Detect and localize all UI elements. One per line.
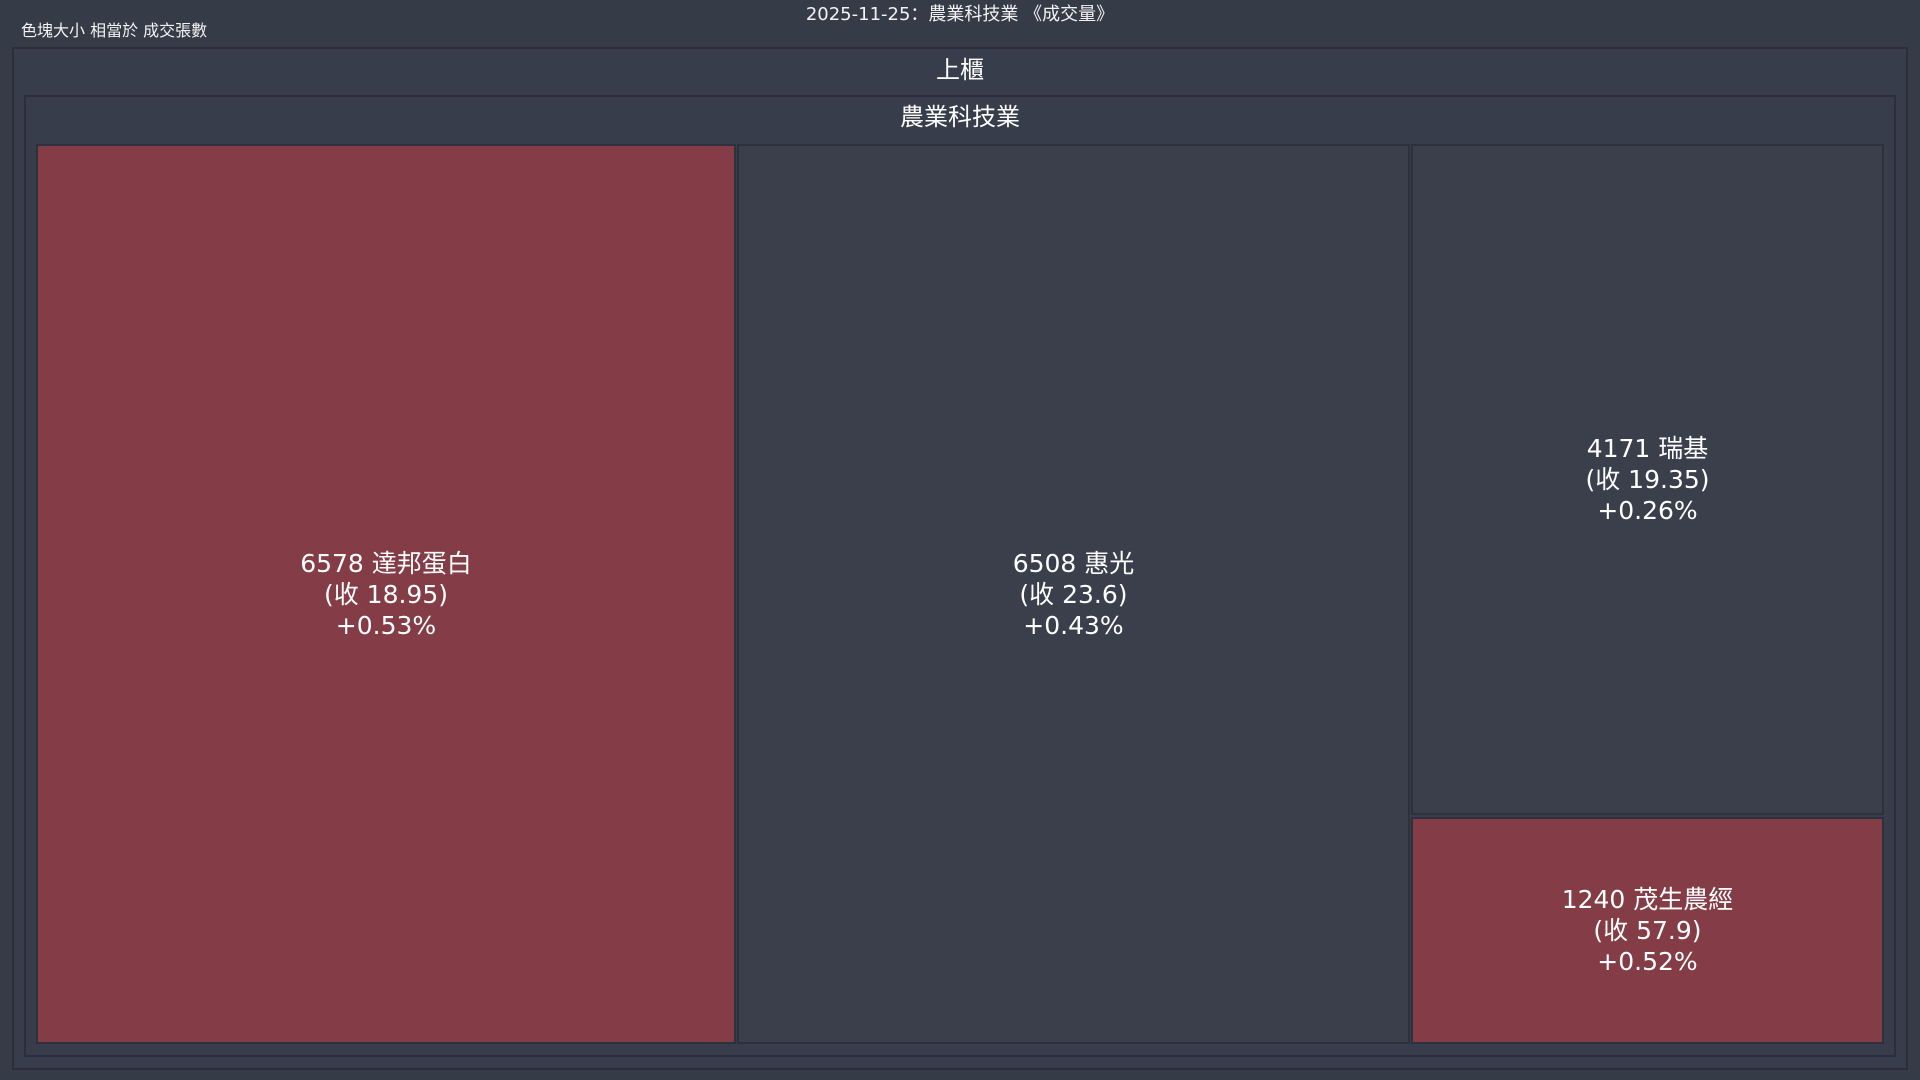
tile-name: 6508 惠光 bbox=[1012, 548, 1135, 578]
market-group-label: 上櫃 bbox=[936, 56, 984, 84]
tile-label-4171: 4171 瑞基 (收 19.35) +0.26% bbox=[1585, 433, 1709, 526]
treemap-tile-4171[interactable]: 4171 瑞基 (收 19.35) +0.26% bbox=[1411, 144, 1884, 815]
tile-close: (收 57.9) bbox=[1593, 916, 1702, 945]
tile-name: 4171 瑞基 bbox=[1586, 434, 1709, 463]
tile-change: +0.43% bbox=[1023, 610, 1124, 640]
tile-change: +0.53% bbox=[335, 610, 437, 640]
tile-name: 1240 茂生農經 bbox=[1561, 885, 1734, 914]
chart-title: 2025-11-25：農業科技業 《成交量》 bbox=[805, 4, 1115, 25]
tile-label-6508: 6508 惠光 (收 23.6) +0.43% bbox=[1013, 548, 1135, 641]
tile-close: (收 19.35) bbox=[1585, 465, 1710, 494]
treemap-tile-1240[interactable]: 1240 茂生農經 (收 57.9) +0.52% bbox=[1411, 817, 1884, 1044]
treemap-tile-6508[interactable]: 6508 惠光 (收 23.6) +0.43% bbox=[737, 144, 1410, 1044]
tile-change: +0.26% bbox=[1597, 496, 1698, 525]
industry-group-label: 農業科技業 bbox=[900, 103, 1020, 131]
size-legend-note: 色塊大小 相當於 成交張數 bbox=[21, 21, 208, 40]
tile-name: 6578 達邦蛋白 bbox=[300, 548, 472, 578]
tile-close: (收 18.95) bbox=[323, 579, 448, 609]
tile-change: +0.52% bbox=[1597, 947, 1698, 976]
tile-label-1240: 1240 茂生農經 (收 57.9) +0.52% bbox=[1562, 884, 1734, 977]
tile-label-6578: 6578 達邦蛋白 (收 18.95) +0.53% bbox=[300, 548, 472, 641]
treemap-tile-6578[interactable]: 6578 達邦蛋白 (收 18.95) +0.53% bbox=[36, 144, 736, 1044]
tile-close: (收 23.6) bbox=[1019, 579, 1128, 609]
